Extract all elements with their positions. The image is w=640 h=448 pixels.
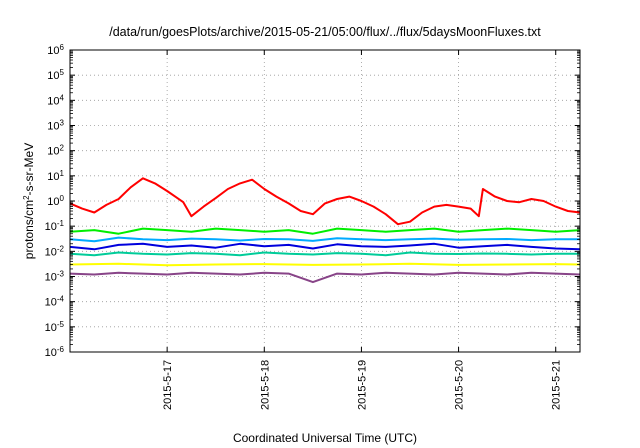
y-tick-exp: 1	[60, 168, 65, 177]
y-tick-exp: 2	[60, 143, 65, 152]
series-line	[69, 236, 580, 243]
y-tick-exp: -4	[57, 294, 65, 303]
y-tick-base: 10	[47, 95, 59, 107]
y-axis-label-suffix: -s-sr-MeV	[22, 143, 36, 196]
y-tick-label: 100	[47, 194, 64, 209]
y-tick-label: 106	[47, 43, 64, 58]
series-line	[69, 242, 581, 251]
y-tick-label: 10-1	[45, 219, 65, 234]
y-tick-label: 10-3	[45, 269, 65, 284]
series-line	[69, 227, 581, 235]
series-line	[69, 262, 581, 267]
y-tick-label: 105	[47, 68, 64, 83]
series-group	[69, 177, 581, 284]
y-tick-base: 10	[45, 297, 57, 309]
y-tick-exp: -3	[57, 269, 65, 278]
chart-title: /data/run/goesPlots/archive/2015-05-21/0…	[109, 25, 541, 39]
series-line	[69, 251, 580, 257]
y-tick-exp: -2	[57, 244, 65, 253]
y-tick-label: 104	[47, 93, 64, 108]
x-tick-label: 2015-5-19	[356, 360, 368, 410]
y-tick-base: 10	[47, 121, 59, 133]
y-tick-label: 103	[47, 118, 64, 133]
y-tick-label: 101	[47, 168, 64, 183]
y-tick-exp: -5	[57, 319, 65, 328]
y-tick-exp: 4	[60, 93, 65, 102]
x-tick-label: 2015-5-21	[551, 360, 563, 410]
y-axis: 10-610-510-410-310-210-11001011021031041…	[45, 43, 580, 360]
x-tick-label: 2015-5-17	[162, 360, 174, 410]
y-tick-base: 10	[45, 322, 57, 334]
y-tick-base: 10	[47, 171, 59, 183]
x-axis-label: Coordinated Universal Time (UTC)	[233, 431, 417, 445]
y-tick-base: 10	[47, 146, 59, 158]
y-tick-exp: -6	[57, 345, 65, 354]
y-tick-exp: 5	[60, 68, 65, 77]
y-tick-exp: 3	[60, 118, 65, 127]
y-tick-base: 10	[45, 347, 57, 359]
y-tick-exp: -1	[57, 219, 65, 228]
x-axis: 2015-5-17 2015-5-18 2015-5-19 2015-5-20 2015…	[162, 50, 563, 410]
y-tick-label: 10-4	[45, 294, 65, 309]
y-axis-label-prefix: protons/cm	[22, 200, 36, 259]
series-line	[69, 271, 581, 284]
series-line	[69, 177, 581, 226]
y-tick-base: 10	[47, 196, 59, 208]
grid	[70, 50, 580, 352]
y-tick-base: 10	[47, 70, 59, 82]
y-tick-base: 10	[47, 45, 59, 57]
y-tick-base: 10	[45, 272, 57, 284]
x-tick-label: 2015-5-18	[259, 360, 271, 410]
y-tick-label: 10-6	[45, 345, 65, 360]
y-tick-label: 10-2	[45, 244, 65, 258]
x-tick-label: 2015-5-20	[454, 360, 466, 410]
y-axis-label-sup: 2	[22, 195, 31, 200]
y-tick-exp: 0	[60, 194, 65, 203]
y-tick-label: 10-5	[45, 319, 65, 334]
y-tick-base: 10	[45, 221, 57, 233]
y-axis-label: protons/cm2-s-sr-MeV	[22, 143, 37, 259]
y-tick-base: 10	[45, 246, 57, 258]
y-tick-label: 102	[47, 143, 64, 158]
y-tick-exp: 6	[60, 43, 65, 52]
